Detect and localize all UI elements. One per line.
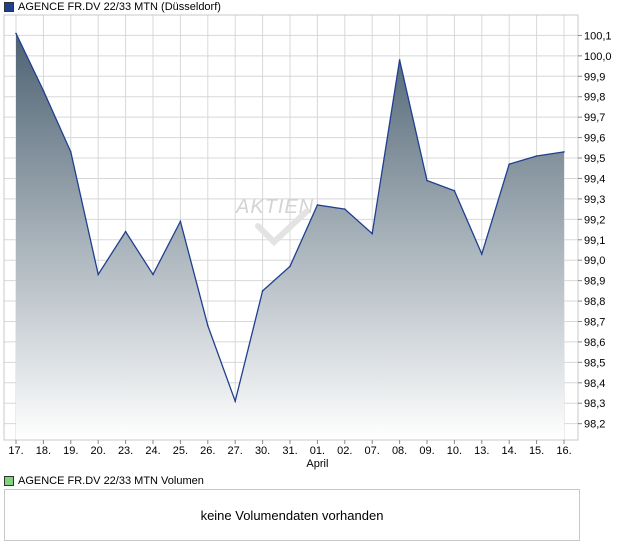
watermark-text: AKTIEN — [235, 196, 314, 218]
plot-frame — [3, 14, 579, 441]
price-legend-swatch — [4, 2, 14, 12]
x-tick-label: 18. — [36, 445, 51, 457]
watermark-check-icon — [255, 209, 309, 247]
data-point — [15, 32, 17, 35]
y-tick-label: 99,3 — [584, 194, 605, 206]
x-tick-label: 08. — [392, 445, 407, 457]
y-tick-label: 99,5 — [584, 153, 605, 165]
watermark: AKTIEN — [235, 196, 314, 247]
x-tick-label: 24. — [145, 445, 160, 457]
data-point — [261, 290, 264, 292]
x-axis: 17. 18. 19. 20. 23. 24. 25. 26. 27. 30. 31. 01. 02. 0… — [8, 440, 572, 470]
x-tick-label: 20. — [91, 445, 106, 457]
data-point — [179, 220, 182, 223]
volume-panel: keine Volumendaten vorhanden — [4, 489, 580, 541]
data-point — [371, 232, 374, 235]
data-point — [453, 189, 456, 192]
y-axis: 98,2 98,3 98,4 98,5 98,6 98,7 98,8 98,9 99,0 99,1… — [578, 30, 612, 431]
y-tick-label: 100,0 — [584, 51, 612, 63]
data-point — [152, 273, 154, 276]
data-point — [344, 208, 346, 210]
data-point — [207, 324, 209, 327]
volume-legend-label: AGENCE FR.DV 22/33 MTN Volumen — [18, 475, 204, 487]
data-point — [70, 151, 72, 153]
y-tick-label: 98,5 — [584, 357, 605, 369]
x-tick-label: 31. — [282, 445, 297, 457]
y-tick-label: 98,6 — [584, 337, 605, 349]
y-tick-label: 99,0 — [584, 255, 605, 267]
x-tick-label: 10. — [447, 445, 462, 457]
data-point — [42, 89, 45, 92]
data-point — [97, 273, 99, 276]
y-tick-label: 98,8 — [584, 296, 605, 308]
area-series — [15, 32, 565, 440]
data-point — [535, 155, 538, 157]
data-point — [508, 163, 511, 165]
x-tick-label: 13. — [474, 445, 489, 457]
y-tick-label: 99,2 — [584, 214, 605, 226]
x-tick-label: 07. — [365, 445, 380, 457]
x-tick-label: 09. — [419, 445, 434, 457]
y-tick-label: 99,9 — [584, 71, 605, 83]
y-tick-label: 98,9 — [584, 276, 605, 288]
x-tick-label: 14. — [502, 445, 517, 457]
y-tick-label: 99,1 — [584, 235, 605, 247]
volume-legend-swatch — [4, 476, 14, 486]
x-tick-label: 15. — [529, 445, 544, 457]
x-tick-label: 25. — [173, 445, 188, 457]
x-month-label: April — [306, 458, 328, 470]
x-tick-label: 17. — [8, 445, 23, 457]
volume-legend: AGENCE FR.DV 22/33 MTN Volumen — [4, 474, 204, 488]
x-tick-label: 16. — [556, 445, 571, 457]
data-point — [289, 265, 291, 268]
y-tick-label: 99,4 — [584, 173, 605, 185]
volume-empty-message: keine Volumendaten vorhanden — [200, 507, 384, 523]
series-area-fill — [16, 33, 564, 440]
x-tick-label: 01. — [310, 445, 325, 457]
data-point — [563, 151, 565, 153]
x-tick-label: 30. — [255, 445, 270, 457]
y-tick-label: 99,7 — [584, 112, 605, 124]
y-tick-label: 98,2 — [584, 419, 605, 431]
x-tick-label: 23. — [118, 445, 133, 457]
price-legend: AGENCE FR.DV 22/33 MTN (Düsseldorf) — [4, 0, 221, 14]
y-tick-label: 99,6 — [584, 133, 605, 145]
y-tick-label: 100,1 — [584, 30, 612, 42]
data-point — [124, 230, 127, 233]
y-tick-label: 98,7 — [584, 316, 605, 328]
data-point — [316, 204, 319, 206]
x-tick-label: 02. — [337, 445, 352, 457]
x-tick-label: 19. — [63, 445, 78, 457]
y-tick-label: 99,8 — [584, 92, 605, 104]
x-tick-label: 27. — [228, 445, 243, 457]
data-point — [234, 400, 236, 402]
x-tick-label: 26. — [200, 445, 215, 457]
y-tick-label: 98,4 — [584, 378, 605, 390]
data-point — [426, 179, 428, 182]
data-point — [481, 253, 483, 255]
y-tick-label: 98,3 — [584, 398, 605, 410]
price-chart: AKTIEN 98,298,398,498,598,698,798,898,99… — [3, 14, 612, 470]
price-legend-label: AGENCE FR.DV 22/33 MTN (Düsseldorf) — [18, 1, 221, 13]
data-point — [398, 59, 401, 61]
